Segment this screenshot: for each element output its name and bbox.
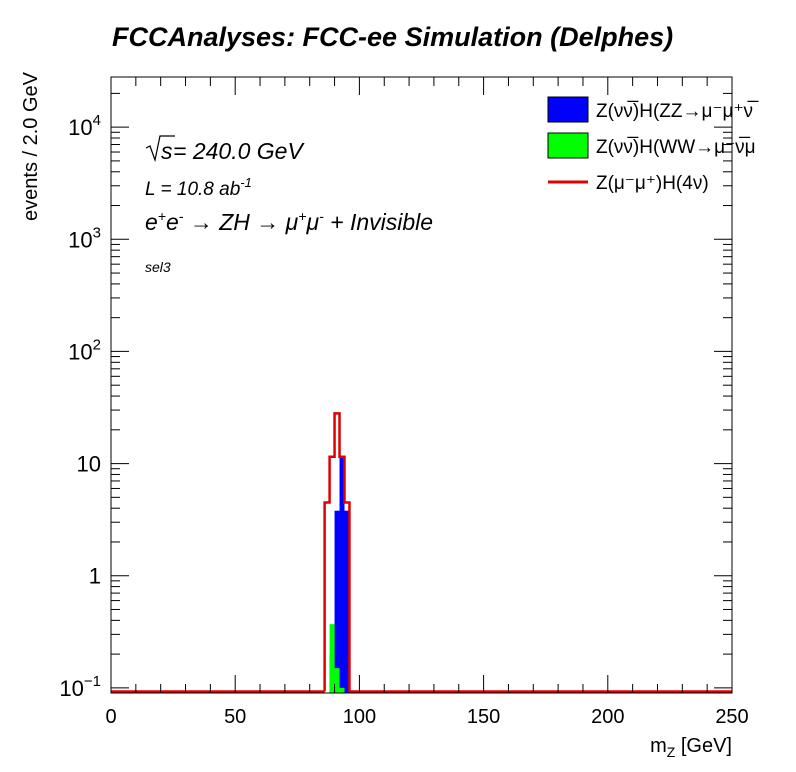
y-tick-label-base-2: 10	[77, 452, 101, 477]
annotation-selection: sel3	[145, 259, 171, 275]
x-tick-label-250: 250	[715, 706, 748, 728]
y-tick-label-base-5: 10	[68, 115, 92, 140]
process-e2: e	[166, 209, 179, 235]
y-axis-label: events / 2.0 GeV	[20, 71, 42, 221]
process-mu2-charge: -	[319, 208, 324, 224]
process-mu1-charge: +	[298, 208, 306, 224]
process-e2-charge: -	[179, 208, 184, 224]
annotation-luminosity-exp: -1	[240, 175, 252, 190]
y-tick-label-exp-5: 4	[93, 112, 101, 129]
x-tick-label-100: 100	[343, 706, 376, 728]
annotation-luminosity: L = 10.8 ab-1	[145, 175, 252, 200]
y-tick-label-1: 1	[89, 564, 101, 589]
x-tick-label-200: 200	[591, 706, 624, 728]
process-invisible: + Invisible	[324, 209, 433, 235]
bar-zz-1	[334, 510, 340, 693]
process-zh: → ZH → μ	[183, 209, 298, 235]
legend-label-ww: Z(νν̅)H(WW→μ⁻ν̅μ	[596, 137, 756, 158]
x-axis-ticks: 0 50 100 150 200 250	[105, 77, 749, 728]
plot-frame	[110, 76, 733, 694]
process-mu2: μ	[305, 209, 319, 235]
legend-label-mumu: Z(μ⁻μ⁺)H(4ν)	[596, 173, 709, 194]
y-tick-label-exp-0: −1	[84, 673, 101, 690]
annotation-luminosity-text: L = 10.8 ab	[145, 179, 240, 200]
y-tick-label-4: 103	[68, 224, 101, 252]
chart-title: FCCAnalyses: FCC-ee Simulation (Delphes)	[112, 22, 673, 52]
legend-swatch-ww	[547, 132, 589, 159]
y-tick-label-base-0: 10	[59, 676, 83, 701]
bar-ww-2	[339, 687, 345, 693]
y-tick-label-2: 10	[77, 452, 101, 477]
bar-ww-1	[334, 668, 340, 693]
y-tick-label-exp-3: 2	[93, 336, 101, 353]
annotations: s = 240.0 GeV L = 10.8 ab-1 e+e- → ZH → …	[145, 135, 433, 275]
y-tick-label-exp-4: 3	[93, 224, 101, 241]
series-mumu-line	[111, 412, 732, 693]
annotation-energy: = 240.0 GeV	[173, 138, 305, 164]
y-tick-label-base-4: 10	[68, 227, 92, 252]
bar-ww-0	[329, 624, 335, 693]
x-axis-label-sub: Z	[667, 744, 676, 760]
x-tick-label-150: 150	[467, 706, 500, 728]
bar-zz-3	[344, 510, 350, 693]
legend-swatch-zz	[547, 96, 589, 123]
y-tick-label-3: 102	[68, 336, 101, 364]
annotation-sqrt-s: s	[161, 138, 173, 164]
legend: Z(νν̅)H(ZZ→μ⁻μ⁺ν̅ Z(νν̅)H(WW→μ⁻ν̅μ Z(μ⁻μ…	[547, 96, 759, 194]
y-tick-label-base-3: 10	[68, 339, 92, 364]
y-tick-label-base-1: 1	[89, 564, 101, 589]
mumu-step-line	[323, 412, 351, 692]
legend-label-zz: Z(νν̅)H(ZZ→μ⁻μ⁺ν̅	[596, 101, 759, 122]
sqrt-sign	[145, 135, 175, 163]
plot-series-layer	[111, 412, 732, 693]
x-tick-label-50: 50	[224, 706, 246, 728]
annotation-process: e+e- → ZH → μ+μ- + Invisible	[145, 208, 433, 235]
x-axis-label: mZ [GeV]	[650, 735, 732, 760]
bar-zz-2	[339, 456, 345, 693]
y-tick-label-0: 10−1	[59, 673, 101, 701]
process-e1-charge: +	[158, 208, 166, 224]
process-e1: e	[145, 209, 158, 235]
x-axis-label-main: m	[650, 735, 667, 757]
x-tick-label-0: 0	[105, 706, 116, 728]
x-axis-label-unit: [GeV]	[675, 735, 732, 757]
y-tick-label-5: 104	[68, 112, 101, 140]
